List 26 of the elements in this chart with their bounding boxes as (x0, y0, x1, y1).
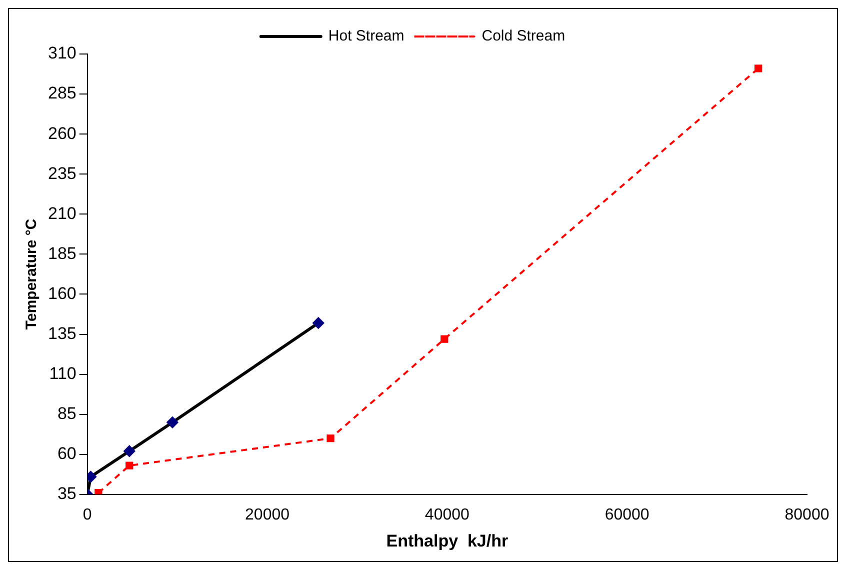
point (754, 64, 762, 72)
x-tick-label: 80000 (784, 506, 830, 524)
y-tick-label: 185 (48, 244, 76, 263)
y-tick-label: 60 (57, 444, 76, 464)
y-tick-label: 310 (48, 44, 76, 63)
x-axis-title: Enthalpy kJ/hr (386, 531, 508, 550)
y-tick-label: 160 (48, 284, 76, 303)
x-tick-label: 20000 (245, 506, 290, 524)
y-tick-label: 285 (48, 84, 76, 103)
point (440, 335, 448, 343)
legend-label: Hot Stream (328, 28, 404, 45)
y-tick-label: 85 (57, 404, 76, 424)
point (326, 434, 334, 442)
x-tick-label: 40000 (424, 506, 470, 524)
y-tick-label: 210 (48, 204, 76, 223)
y-tick-label: 135 (48, 324, 76, 343)
y-tick-label: 110 (49, 364, 76, 383)
legend-label: Cold Stream (482, 28, 566, 45)
point (126, 462, 134, 470)
y-tick-label: 235 (48, 164, 76, 183)
y-tick-label: 35 (57, 484, 76, 504)
point (94, 488, 102, 494)
y-axis-title: Temperature °C (23, 218, 40, 330)
y-tick-label: 260 (48, 124, 76, 143)
x-tick-label: 0 (82, 506, 92, 524)
x-tick-label: 60000 (604, 506, 650, 524)
